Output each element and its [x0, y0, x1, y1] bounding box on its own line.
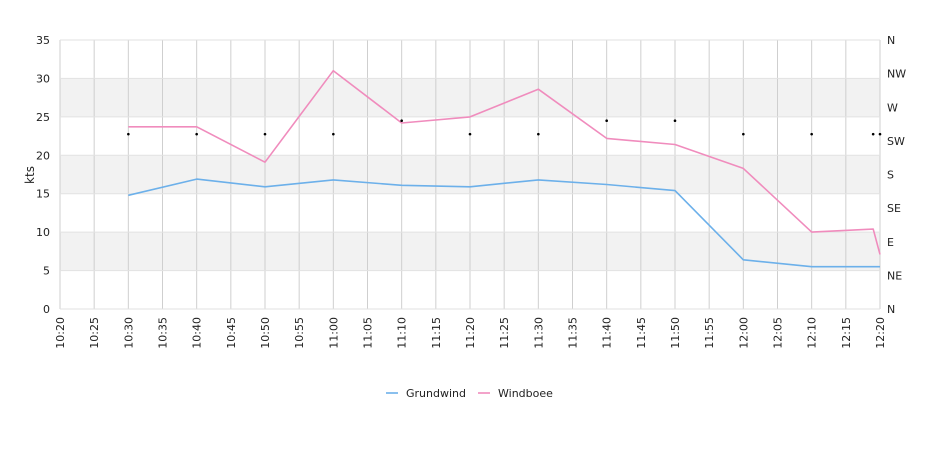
- series-lines: [128, 69, 881, 268]
- direction-tick-label: SE: [887, 202, 901, 215]
- x-tick-label: 12:20: [874, 317, 887, 349]
- y-tick-label: 15: [36, 188, 50, 201]
- x-tick-label: 10:25: [88, 317, 101, 349]
- legend: Grundwind Windboee: [386, 387, 553, 400]
- x-tick-label: 10:35: [157, 317, 170, 349]
- x-tick-label: 11:10: [396, 317, 409, 349]
- y-axis-ticks: 0 5 10 15 20 25 30 35: [36, 34, 50, 316]
- x-tick-label: 11:55: [703, 317, 716, 349]
- direction-point: [195, 132, 198, 136]
- legend-entry: Grundwind: [406, 387, 466, 400]
- x-tick-label: 10:20: [54, 317, 67, 349]
- direction-tick-label: S: [887, 169, 894, 182]
- direction-points: [127, 119, 882, 136]
- direction-tick-label: E: [887, 236, 894, 249]
- direction-point: [810, 132, 813, 136]
- x-tick-label: 10:50: [259, 317, 272, 349]
- y-tick-label: 5: [43, 265, 50, 278]
- direction-point: [878, 132, 882, 136]
- x-tick-label: 11:15: [430, 317, 443, 349]
- x-tick-label: 10:40: [191, 317, 204, 349]
- y-tick-label: 10: [36, 226, 50, 239]
- direction-point: [742, 132, 745, 136]
- y-tick-label: 30: [36, 72, 50, 85]
- x-tick-label: 11:35: [567, 317, 580, 349]
- direction-point: [871, 132, 875, 136]
- x-tick-label: 11:25: [498, 317, 511, 349]
- x-tick-label: 11:50: [669, 317, 682, 349]
- x-tick-label: 11:40: [601, 317, 614, 349]
- x-tick-label: 10:45: [225, 317, 238, 349]
- y-tick-label: 20: [36, 149, 50, 162]
- series-line-windboee: [128, 69, 881, 255]
- x-tick-label: 11:05: [362, 317, 375, 349]
- vertical-gridlines: [59, 40, 881, 309]
- y-axis-label: kts: [23, 166, 37, 184]
- direction-point: [263, 132, 267, 136]
- direction-tick-label: NE: [887, 269, 902, 282]
- y-tick-label: 25: [36, 111, 50, 124]
- legend-entry: Windboee: [498, 387, 553, 400]
- x-tick-label: 11:45: [635, 317, 648, 349]
- x-tick-label: 10:30: [122, 317, 135, 349]
- x-tick-label: 11:30: [532, 317, 545, 349]
- direction-point: [537, 132, 540, 136]
- x-tick-label: 12:00: [737, 317, 750, 349]
- direction-point: [332, 132, 335, 136]
- direction-tick-label: W: [887, 101, 898, 114]
- direction-tick-label: N: [887, 303, 895, 316]
- direction-point: [127, 132, 130, 136]
- x-tick-label: 11:00: [327, 317, 340, 349]
- horizontal-gridlines: [60, 39, 880, 310]
- direction-point: [605, 119, 608, 122]
- x-tick-label: 12:15: [840, 317, 853, 349]
- x-axis-ticks: 10:20 10:25 10:30 10:35 10:40 10:45 10:50 10:55…: [54, 317, 887, 349]
- direction-tick-label: N: [887, 34, 895, 47]
- direction-tick-label: NW: [887, 68, 906, 81]
- direction-axis-ticks: N NE E SE S SW W NW N: [887, 34, 906, 316]
- series-line-grundwind: [128, 178, 880, 268]
- direction-tick-label: SW: [887, 135, 905, 148]
- y-tick-label: 0: [43, 303, 50, 316]
- x-tick-label: 12:10: [806, 317, 819, 349]
- x-tick-label: 11:20: [464, 317, 477, 349]
- x-tick-label: 10:55: [293, 317, 306, 349]
- direction-point: [468, 132, 472, 136]
- y-tick-label: 35: [36, 34, 50, 47]
- direction-point: [400, 119, 403, 122]
- x-tick-label: 12:05: [772, 317, 785, 349]
- direction-point: [673, 119, 677, 122]
